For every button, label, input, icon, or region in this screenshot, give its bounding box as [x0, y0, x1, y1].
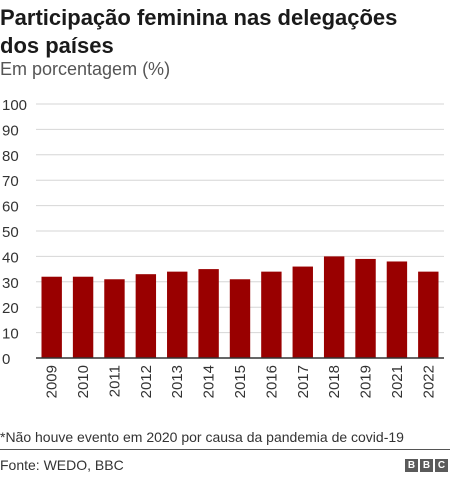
x-tick-label: 2017: [295, 365, 312, 398]
x-tick-label: 2011: [106, 365, 123, 397]
bar-chart: 0 10 20 30 40 50 60 70 80 90 100 2009 2010 2011 2012 20…: [2, 97, 444, 398]
y-tick-label: 0: [2, 351, 10, 368]
footnote: *Não houve evento em 2020 por causa da p…: [0, 429, 404, 445]
x-tick-label: 2009: [44, 365, 61, 398]
y-tick-label: 50: [2, 224, 19, 241]
logo-letter-b1: B: [405, 459, 418, 472]
y-tick-label: 100: [2, 97, 27, 114]
x-tick-label: 2013: [169, 365, 186, 398]
y-tick-label: 90: [2, 122, 19, 139]
x-tick-label: 2016: [263, 365, 280, 398]
x-tick-label: 2021: [389, 365, 406, 398]
y-tick-label: 20: [2, 300, 19, 317]
bar: [198, 269, 219, 358]
x-tick-label: 2010: [75, 365, 92, 398]
x-tick-label: 2014: [201, 365, 218, 398]
bar: [229, 279, 251, 358]
bar: [292, 266, 313, 358]
y-tick-label: 70: [2, 173, 19, 190]
y-tick-label: 60: [2, 199, 19, 216]
bar: [104, 279, 125, 358]
y-tick-label: 40: [2, 249, 19, 266]
bar: [167, 271, 188, 358]
bar: [355, 258, 376, 358]
x-tick-label: 2022: [420, 365, 437, 398]
y-tick-label: 10: [2, 326, 19, 343]
logo-letter-b2: B: [420, 459, 433, 472]
bar: [418, 271, 439, 358]
source-text: Fonte: WEDO, BBC: [0, 457, 124, 473]
y-tick-label: 80: [2, 148, 19, 165]
chart-subtitle: Em porcentagem (%): [0, 59, 171, 79]
bar: [261, 271, 282, 358]
x-tick-label: 2018: [326, 365, 343, 398]
logo-letter-c: C: [435, 459, 448, 472]
bar: [386, 261, 408, 358]
bbc-logo: B B C: [405, 459, 448, 472]
bar: [135, 274, 157, 358]
bar: [41, 276, 62, 358]
divider: [0, 449, 450, 450]
x-tick-label: 2019: [358, 365, 375, 398]
chart-title: Participação feminina nas delegações dos…: [0, 5, 398, 58]
bar: [72, 276, 94, 358]
x-tick-label: 2012: [138, 365, 155, 398]
bar: [323, 256, 345, 358]
x-tick-label: 2015: [232, 365, 249, 398]
y-tick-label: 30: [2, 275, 19, 292]
